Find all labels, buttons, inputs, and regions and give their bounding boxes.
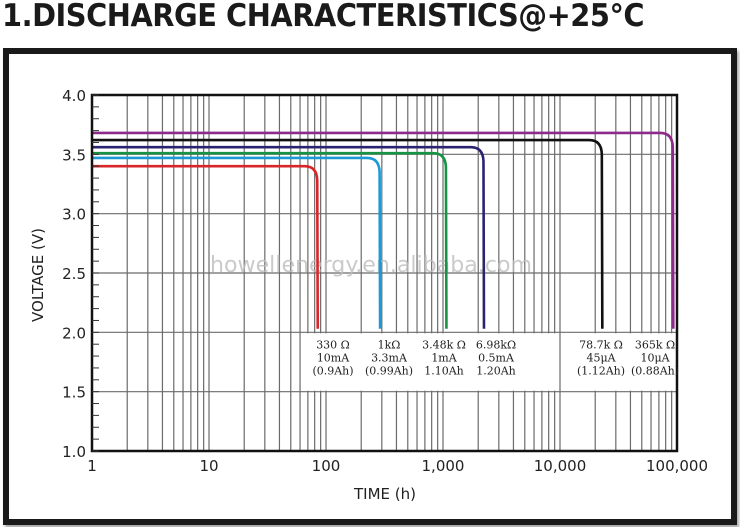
curve-label: 10mA xyxy=(317,351,350,364)
curve-label: (1.12Ah) xyxy=(577,364,625,377)
curve-1 xyxy=(92,156,382,329)
y-axis-title: VOLTAGE (V) xyxy=(29,228,47,322)
curve-label: (0.99Ah) xyxy=(365,364,413,377)
curve-label: 3.3mA xyxy=(371,351,408,364)
x-tick-label: 1 xyxy=(87,457,97,475)
y-tick-label: 3.0 xyxy=(62,206,86,224)
curve-label: 78.7k Ω xyxy=(579,338,623,351)
curve-label: 0.5mA xyxy=(478,351,515,364)
chart-frame xyxy=(3,48,737,525)
annotation-backgrounds xyxy=(307,333,676,391)
axes xyxy=(90,93,679,453)
curve-label: 1mA xyxy=(431,351,457,364)
curve-label: 365k Ω xyxy=(635,338,675,351)
tick-labels: 4.0 3.5 3.0 2.5 2.0 1.5 1.01 10 100 1,000 10,000 10… xyxy=(62,87,708,475)
curve-3 xyxy=(92,145,486,329)
curve-label: 6.98kΩ xyxy=(476,338,516,351)
watermark-text: howellenergy.en.alibaba.com xyxy=(210,253,532,278)
y-tick-label: 3.5 xyxy=(62,146,86,164)
x-axis-title: TIME (h) xyxy=(353,485,416,503)
y-tick-label: 1.0 xyxy=(62,443,86,461)
curve-4 xyxy=(92,138,604,329)
y-tick-label: 1.5 xyxy=(62,384,86,402)
y-tick-label: 2.0 xyxy=(62,324,86,342)
x-tick-label: 1,000 xyxy=(422,457,465,475)
page-title: 1.DISCHARGE CHARACTERISTICS@+25°C xyxy=(2,0,645,34)
curve-5 xyxy=(92,131,675,329)
x-tick-label: 10,000 xyxy=(534,457,587,475)
curve-label: 1kΩ xyxy=(378,338,401,351)
curve-label: 10μA xyxy=(640,351,670,364)
curve-label: 3.48k Ω xyxy=(422,338,466,351)
curve-label: 45μA xyxy=(586,351,616,364)
x-tick-label: 10 xyxy=(199,457,218,475)
x-tick-label: 100,000 xyxy=(646,457,708,475)
y-tick-label: 4.0 xyxy=(62,87,86,105)
watermark: howellenergy.en.alibaba.com xyxy=(210,253,532,278)
curve-label: 1.10Ah xyxy=(424,364,464,377)
x-tick-label: 100 xyxy=(312,457,341,475)
discharge-curves xyxy=(92,131,675,329)
curve-0 xyxy=(92,164,320,329)
curve-label: (0.88Ah) xyxy=(631,364,679,377)
curve-label: (0.9Ah) xyxy=(312,364,353,377)
y-tick-label: 2.5 xyxy=(62,265,86,283)
curve-2 xyxy=(92,151,448,329)
curve-label: 330 Ω xyxy=(316,338,350,351)
curve-label: 1.20Ah xyxy=(476,364,516,377)
